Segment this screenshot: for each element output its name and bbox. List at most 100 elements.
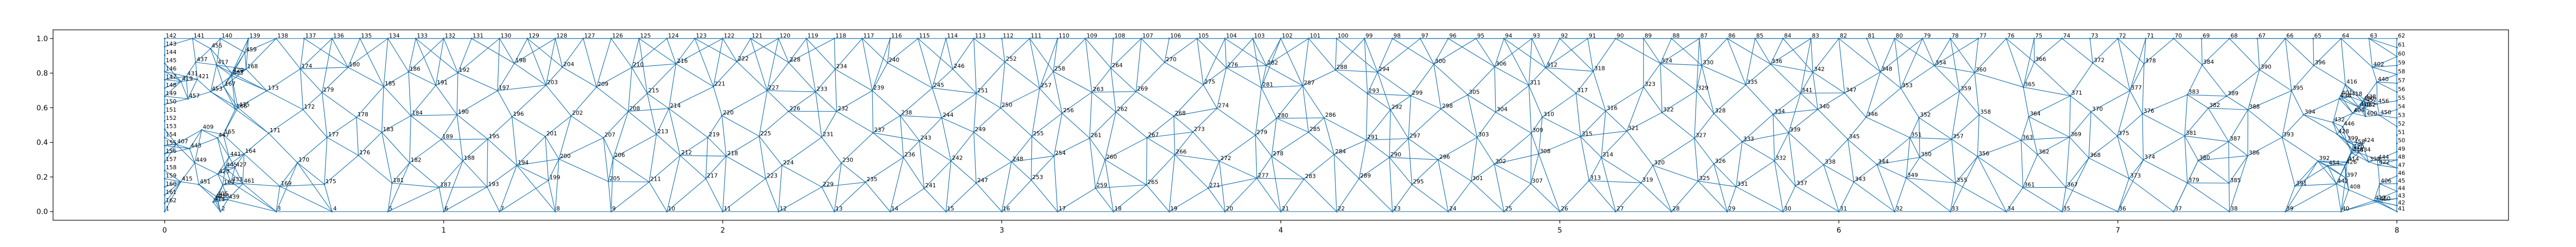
mesh-edge [514, 38, 528, 64]
node-label: 433 [232, 176, 243, 183]
mesh-edge [234, 167, 243, 184]
mesh-edge [2317, 161, 2345, 166]
mesh-edge [457, 73, 498, 91]
mesh-edge [834, 182, 866, 212]
mesh-edge [514, 38, 556, 64]
node-label: 384 [2203, 59, 2214, 65]
mesh-edge [2228, 155, 2248, 184]
mesh-edge [1257, 178, 1304, 180]
node-label: 166 [236, 103, 247, 110]
mesh-edge [1726, 186, 1737, 212]
mesh-node [1265, 64, 1267, 66]
mesh-node [2116, 135, 2119, 137]
mesh-edge [1955, 183, 2007, 212]
mesh-edge [1261, 38, 1281, 88]
mesh-edge [512, 116, 546, 137]
mesh-node [2145, 38, 2147, 40]
node-label: 43 [2398, 192, 2405, 199]
mesh-edge [186, 76, 197, 80]
node-label: 39 [2286, 205, 2294, 212]
mesh-node [2037, 153, 2039, 156]
mesh-node [821, 136, 823, 138]
mesh-edge [2023, 87, 2029, 117]
mesh-edge [2363, 102, 2365, 108]
mesh-edge [862, 38, 888, 63]
mesh-edge [1755, 38, 1771, 64]
y-tick-label: 0.4 [37, 139, 48, 147]
node-label: 64 [2342, 32, 2349, 39]
mesh-edge [1471, 164, 1495, 182]
mesh-edge [1660, 63, 1663, 113]
node-label: 48 [2398, 154, 2405, 161]
mesh-edge [2369, 38, 2397, 48]
mesh-edge [628, 108, 669, 112]
mesh-node [1905, 177, 1907, 179]
mesh-edge [558, 137, 604, 160]
node-label: 436 [2341, 93, 2351, 99]
mesh-node [222, 184, 224, 186]
mesh-node [1163, 61, 1166, 63]
mesh-edge [1476, 38, 1495, 67]
mesh-node [1089, 137, 1091, 139]
mesh-edge [1866, 72, 1881, 117]
mesh-edge [217, 173, 231, 183]
mesh-edge [1335, 38, 1337, 70]
node-label: 252 [1006, 56, 1016, 62]
mesh-node [1847, 138, 1849, 140]
node-label: 125 [640, 32, 651, 39]
node-label: 84 [1784, 32, 1791, 39]
node-label: 272 [1221, 155, 1231, 162]
mesh-edge [666, 38, 676, 64]
mesh-edge [2359, 107, 2364, 109]
mesh-node [871, 90, 873, 92]
mesh-edge [1696, 38, 1700, 91]
mesh-edge [1261, 65, 1267, 88]
mesh-edge [2341, 201, 2379, 212]
mesh-edge [1934, 38, 1979, 66]
node-label: 372 [2094, 57, 2105, 63]
node-label: 323 [1645, 81, 1655, 87]
mesh-node [164, 46, 166, 48]
mesh-node [1001, 210, 1003, 213]
mesh-node [721, 114, 723, 117]
mesh-edge [527, 38, 547, 85]
node-label: 236 [905, 151, 916, 158]
node-label: 221 [715, 80, 725, 87]
mesh-edge [2037, 154, 2066, 188]
mesh-edge [1880, 38, 1895, 72]
mesh-node [164, 103, 166, 105]
node-label: 410 [2360, 101, 2371, 108]
mesh-node [1893, 210, 1896, 213]
mesh-edge [164, 76, 187, 80]
node-label: 113 [975, 32, 986, 39]
mesh-edge [767, 90, 789, 112]
mesh-node [705, 178, 707, 180]
node-label: 189 [442, 133, 453, 140]
mesh-edge [945, 183, 977, 212]
mesh-node [2090, 111, 2092, 113]
node-label: 440 [2378, 76, 2388, 82]
node-label: 9 [612, 205, 616, 212]
mesh-node [1112, 210, 1114, 213]
mesh-node [1955, 182, 1957, 184]
mesh-edge [164, 63, 181, 82]
node-label: 288 [1336, 64, 1347, 70]
node-label: 192 [459, 67, 470, 74]
mesh-edge [164, 81, 181, 97]
mesh-edge [194, 163, 199, 185]
mesh-edge [2346, 141, 2352, 153]
node-label: 241 [925, 182, 936, 189]
mesh-edge [545, 136, 560, 160]
mesh-edge [222, 185, 228, 200]
mesh-edge [164, 170, 181, 182]
mesh-edge [2345, 84, 2363, 102]
node-label: 462 [2365, 102, 2376, 109]
mesh-edge [2351, 152, 2369, 162]
mesh-edge [2372, 67, 2378, 82]
mesh-edge [2144, 38, 2146, 64]
mesh-edge [666, 155, 681, 212]
node-label: 87 [1700, 32, 1707, 39]
mesh-edge [1095, 184, 1147, 189]
mesh-node [391, 182, 393, 184]
node-label: 417 [217, 59, 228, 65]
